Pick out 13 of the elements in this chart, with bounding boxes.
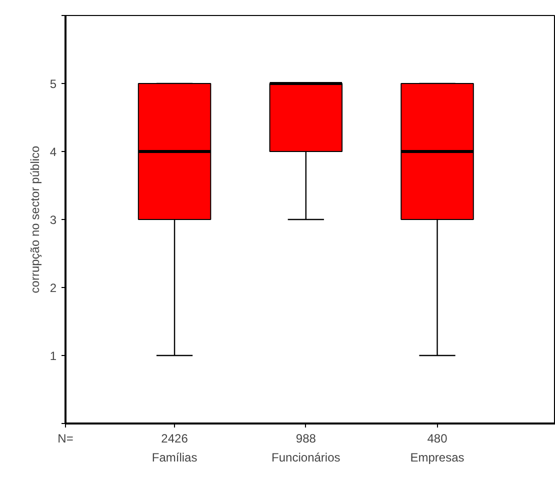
y-tick-label: 5	[50, 77, 57, 91]
y-tick-label: 1	[50, 349, 57, 363]
text: 988	[296, 432, 316, 446]
x-tick-label: Funcionários	[272, 450, 340, 464]
y-axis-title: corrupção no sector público	[28, 145, 42, 294]
y-tick-label: 2	[50, 281, 57, 295]
text: 2426	[161, 432, 188, 446]
y-tick-label: 3	[50, 213, 57, 227]
y-tick-label: 4	[50, 145, 57, 159]
text: N=	[58, 432, 74, 446]
x-tick-label: Famílias	[152, 450, 198, 464]
text: 480	[427, 432, 448, 446]
x-tick-label: Empresas	[410, 450, 464, 464]
